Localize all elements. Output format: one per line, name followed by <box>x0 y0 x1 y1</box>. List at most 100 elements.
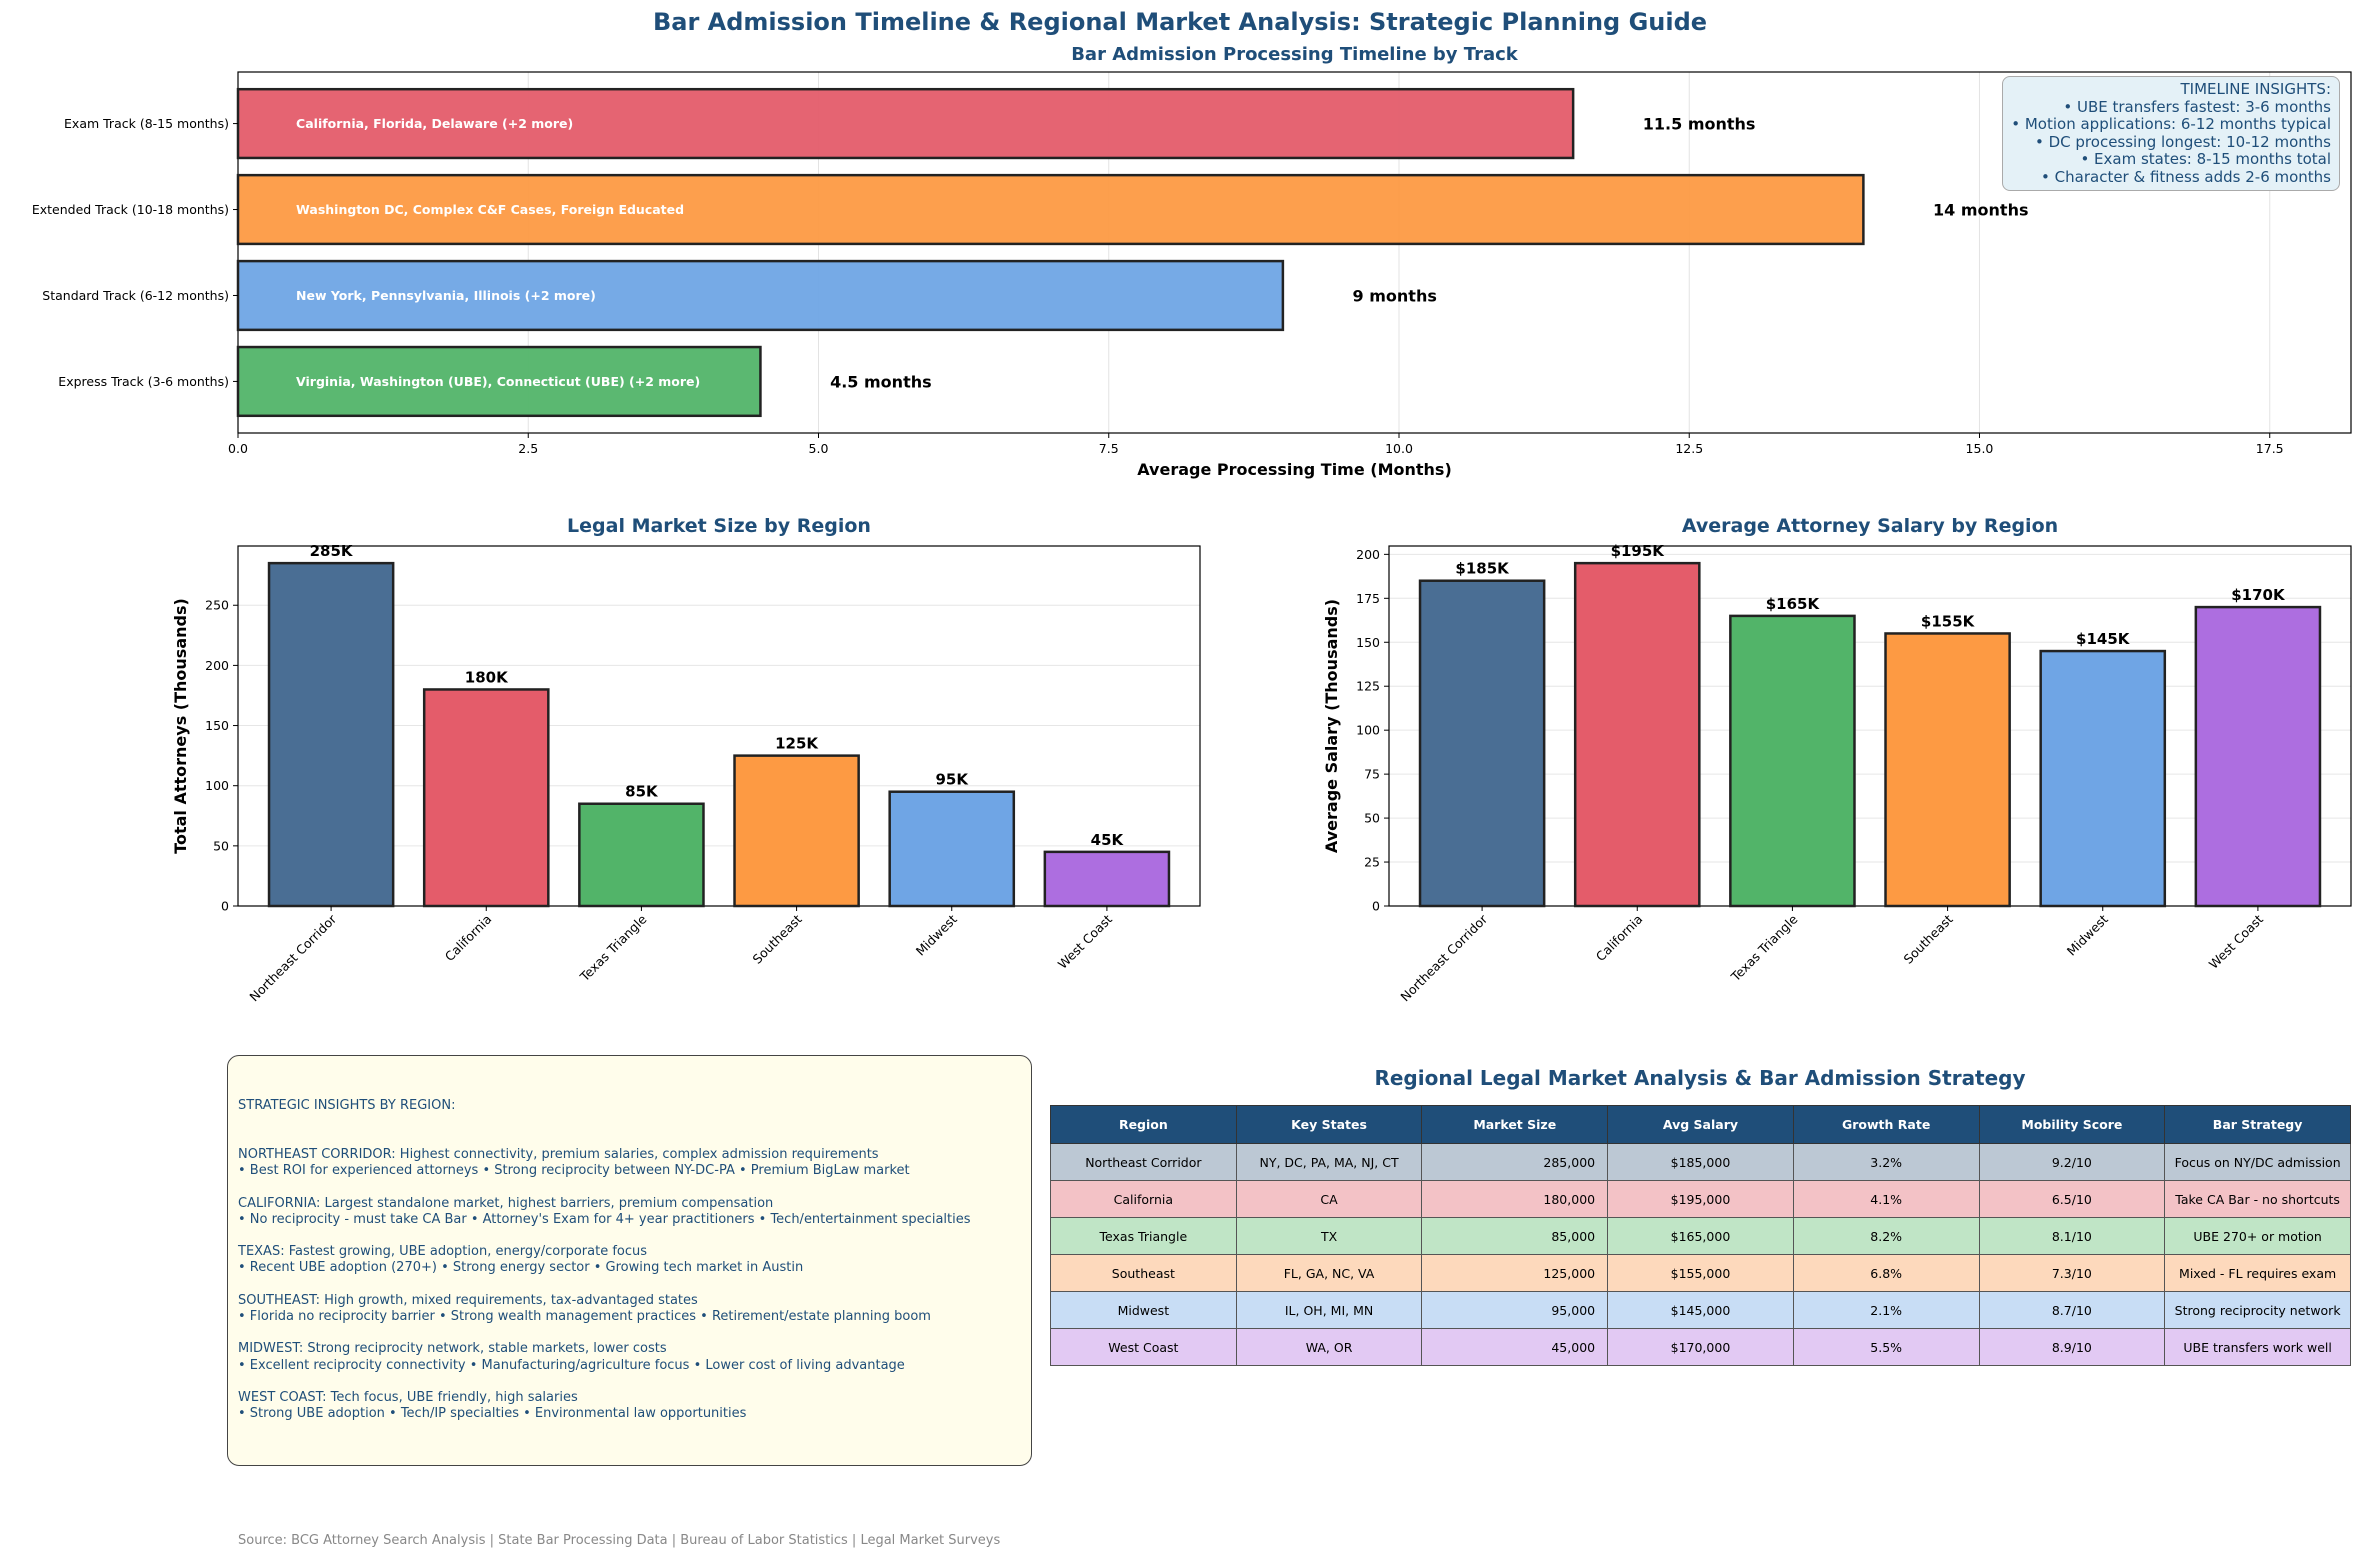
column-header: Market Size <box>1421 1105 1609 1144</box>
bar-value-label: 11.5 months <box>1643 115 1756 134</box>
table-cell: $195,000 <box>1607 1180 1794 1218</box>
timeline-chart: Bar Admission Processing Timeline by Tra… <box>32 44 2352 479</box>
bar-value-label: 180K <box>465 668 509 686</box>
timeline-insight: • DC processing longest: 10-12 months <box>2035 132 2331 151</box>
insight-bullets: • Excellent reciprocity connectivity • M… <box>238 1357 905 1373</box>
table-cell: $185,000 <box>1607 1143 1794 1181</box>
x-tick-label: Texas Triangle <box>1727 911 1800 984</box>
timeline-insight: • Motion applications: 6-12 months typic… <box>2011 115 2331 133</box>
x-tick-label: 17.5 <box>2256 441 2284 456</box>
bar <box>2039 649 2167 908</box>
x-tick-label: 2.5 <box>518 441 538 456</box>
table-cell: $165,000 <box>1607 1217 1794 1255</box>
column-header: Mobility Score <box>1978 1105 2166 1144</box>
table-row: West Coast WA, OR 45,000 $170,000 5.5% 8.9/10… <box>1050 1328 2351 1366</box>
insight-heading: CALIFORNIA: Largest standalone market, h… <box>238 1195 774 1211</box>
insight-heading: TEXAS: Fastest growing, UBE adoption, en… <box>238 1244 648 1260</box>
column-header: Avg Salary <box>1607 1105 1794 1144</box>
y-tick-label: 75 <box>1364 767 1380 782</box>
insight-bullets: • Florida no reciprocity barrier • Stron… <box>238 1308 931 1324</box>
bar <box>1043 850 1171 908</box>
timeline-insight: • Exam states: 8-15 months total <box>2080 150 2331 168</box>
spacer <box>238 1277 1021 1293</box>
table-cell: 8.9/10 <box>1978 1328 2166 1366</box>
y-tick-label: 50 <box>1364 811 1380 826</box>
x-tick-label: Northeast Corridor <box>246 911 339 1004</box>
bar-value-label: $195K <box>1611 542 1666 560</box>
table-cell: 180,000 <box>1421 1180 1609 1218</box>
column-header: Region <box>1050 1105 1237 1144</box>
table-cell: 6.5/10 <box>1978 1180 2166 1218</box>
table-cell: $170,000 <box>1607 1328 1794 1366</box>
column-header: Bar Strategy <box>2164 1105 2351 1144</box>
figure-title: Bar Admission Timeline & Regional Market… <box>653 8 1707 36</box>
x-tick-label: 10.0 <box>1385 441 1413 456</box>
x-tick-label: Southeast <box>749 911 804 966</box>
table-cell: WA, OR <box>1235 1328 1423 1366</box>
plot-frame <box>1388 545 2352 907</box>
y-axis-label: Total Attorneys (Thousands) <box>171 598 190 854</box>
bar <box>888 790 1016 908</box>
y-axis-label: Average Salary (Thousands) <box>1322 599 1341 853</box>
bar-value-label: 95K <box>935 771 969 789</box>
table-cell: $145,000 <box>1607 1291 1794 1329</box>
insights-title: STRATEGIC INSIGHTS BY REGION: <box>238 1098 456 1114</box>
x-tick-label: 0.0 <box>228 441 248 456</box>
x-tick-label: Midwest <box>2064 911 2111 958</box>
table-cell: Southeast <box>1050 1254 1237 1292</box>
bar-inner-label: Washington DC, Complex C&F Cases, Foreig… <box>296 202 684 217</box>
bar-value-label: 9 months <box>1353 286 1437 305</box>
chart-title: Average Attorney Salary by Region <box>1682 515 2058 537</box>
bar <box>2194 605 2322 908</box>
table-cell: 8.2% <box>1792 1217 1980 1255</box>
x-tick-label: 15.0 <box>1966 441 1994 456</box>
column-header: Key States <box>1235 1105 1423 1144</box>
bar-value-label: $170K <box>2231 586 2286 604</box>
bar <box>422 688 550 908</box>
table-cell: $155,000 <box>1607 1254 1794 1292</box>
table-cell: Take CA Bar - no shortcuts <box>2164 1180 2351 1218</box>
x-tick-label: West Coast <box>1055 911 1115 971</box>
bar <box>578 802 705 908</box>
table-cell: 125,000 <box>1421 1254 1609 1292</box>
bar-inner-label: New York, Pennsylvania, Illinois (+2 mor… <box>296 288 596 303</box>
insight-bullets: • Recent UBE adoption (270+) • Strong en… <box>238 1260 804 1276</box>
bar <box>236 345 762 418</box>
y-tick-label: 25 <box>1364 855 1380 870</box>
y-tick-label: 0 <box>221 899 229 914</box>
timeline-insight: • Character & fitness adds 2-6 months <box>2041 167 2331 186</box>
spacer <box>238 1325 1021 1341</box>
bar <box>236 87 1575 160</box>
column-header: Growth Rate <box>1792 1105 1980 1144</box>
plot-frame <box>237 545 1201 907</box>
table-cell: 95,000 <box>1421 1291 1609 1329</box>
y-tick-label: 200 <box>1356 547 1380 562</box>
table-row: Northeast Corridor NY, DC, PA, MA, NJ, CT… <box>1050 1143 2351 1181</box>
bar-value-label: $155K <box>1921 612 1976 630</box>
plot-frame <box>237 71 2352 434</box>
table-cell: 2.1% <box>1792 1291 1980 1329</box>
bar-value-label: $165K <box>1766 595 1821 613</box>
x-tick-label: Midwest <box>913 911 960 958</box>
table-row: Texas Triangle TX 85,000 $165,000 8.2% 8.1/10… <box>1050 1217 2351 1255</box>
table-cell: 9.2/10 <box>1978 1143 2166 1181</box>
table-cell: Texas Triangle <box>1050 1217 1237 1255</box>
insight-bullets: • No reciprocity - must take CA Bar • At… <box>238 1211 971 1227</box>
x-tick-label: Northeast Corridor <box>1397 911 1490 1004</box>
y-tick-label: 50 <box>213 838 229 853</box>
y-tick-label: Standard Track (6-12 months) <box>42 288 229 303</box>
insight-bullets: • Best ROI for experienced attorneys • S… <box>238 1163 910 1179</box>
chart-title: Bar Admission Processing Timeline by Tra… <box>1071 44 1519 65</box>
source-note: Source: BCG Attorney Search Analysis | S… <box>238 1533 1001 1548</box>
bar-value-label: 285K <box>310 542 354 560</box>
spacer <box>238 1179 1021 1195</box>
insight-heading: MIDWEST: Strong reciprocity network, sta… <box>238 1341 667 1357</box>
x-axis-label: Average Processing Time (Months) <box>1137 460 1452 479</box>
table-cell: 6.8% <box>1792 1254 1980 1292</box>
table-cell: 8.7/10 <box>1978 1291 2166 1329</box>
x-tick-label: Texas Triangle <box>576 911 649 984</box>
table-cell: 85,000 <box>1421 1217 1609 1255</box>
bar <box>267 561 395 908</box>
table-cell: 285,000 <box>1421 1143 1609 1181</box>
